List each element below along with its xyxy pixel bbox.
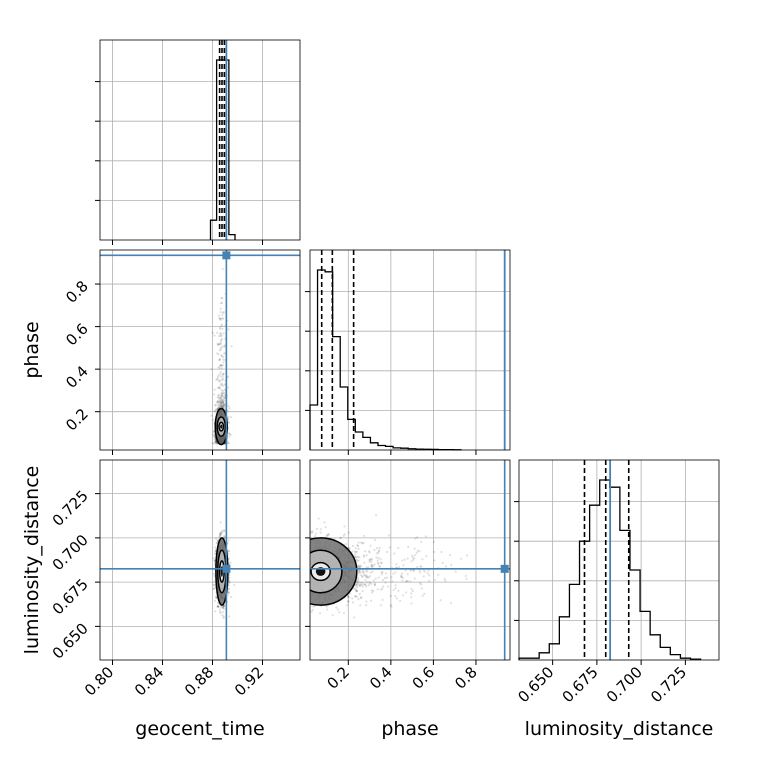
y-axis-label-phase: phase (21, 321, 43, 378)
y-tick-label: 0.6 (62, 320, 92, 350)
panel-luminosity_distance: 0.650 0.675 0.700 0.725 (514, 459, 720, 706)
panel-phase-vs-luminosity_distance: 0.2 0.4 0.6 0.8 (305, 459, 511, 693)
y-tick-label: 0.8 (62, 277, 92, 307)
x-axis-label-luminosity_distance: luminosity_distance (525, 718, 714, 740)
panel-frame (99, 459, 301, 661)
x-tick-label: 0.92 (231, 663, 267, 699)
panel-background (519, 460, 719, 660)
x-tick-label: 0.675 (559, 663, 602, 706)
truth-marker (222, 251, 231, 260)
x-tick-label: 0.725 (647, 663, 690, 706)
density-core (220, 424, 223, 429)
x-axis-label-geocent_time: geocent_time (135, 718, 264, 740)
y-tick-label: 0.2 (62, 405, 92, 435)
x-tick-label: 0.84 (131, 663, 167, 699)
x-tick-label: 0.88 (181, 663, 217, 699)
x-tick-label: 0.650 (514, 663, 557, 706)
panel-background (100, 40, 300, 240)
panel-phase (305, 249, 511, 455)
y-tick-label: 0.4 (62, 362, 92, 392)
x-tick-label: 0.6 (409, 663, 439, 693)
y-tick-label: 0.700 (49, 531, 92, 574)
panel-frame (518, 459, 720, 661)
x-tick-label: 0.8 (451, 663, 481, 693)
panel-background (310, 250, 510, 450)
y-tick-label: 0.725 (49, 487, 92, 530)
panel-frame (309, 459, 511, 661)
panel-frame (309, 249, 511, 451)
x-axis-label-phase: phase (381, 718, 438, 740)
panel-geocent_time (95, 39, 301, 245)
panel-frame (99, 39, 301, 241)
panel-background (100, 250, 300, 450)
y-tick-label: 0.650 (49, 619, 92, 662)
x-tick-label: 0.700 (603, 663, 646, 706)
y-axis-label-luminosity_distance: luminosity_distance (21, 466, 43, 655)
y-tick-label: 0.675 (49, 575, 92, 618)
panel-background (100, 460, 300, 660)
panel-geocent_time-vs-phase: 0.2 0.4 0.6 0.8 (62, 249, 301, 455)
truth-marker (222, 564, 231, 573)
x-tick-label: 0.80 (81, 663, 117, 699)
truth-marker (500, 564, 509, 573)
x-tick-label: 0.2 (324, 663, 354, 693)
panel-frame (99, 249, 301, 451)
x-tick-label: 0.4 (366, 663, 396, 693)
